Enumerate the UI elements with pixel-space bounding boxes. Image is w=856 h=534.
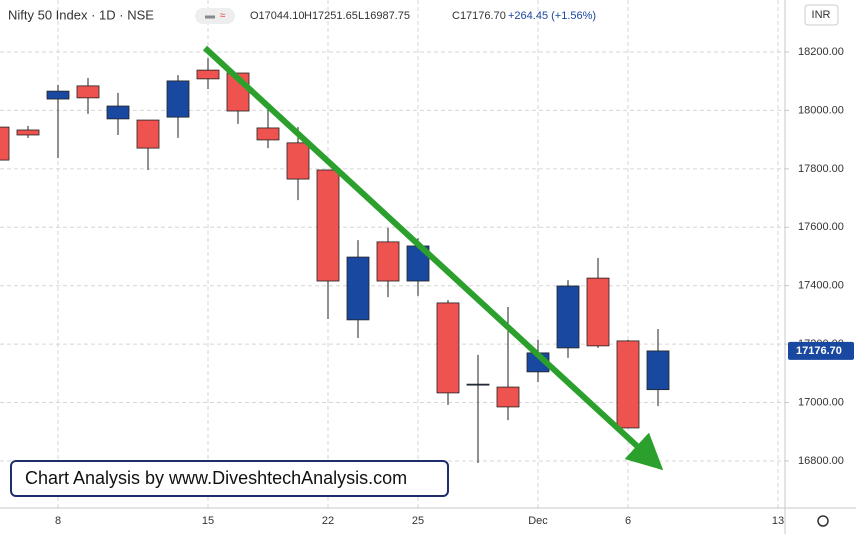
ohlc-open: O17044.10 xyxy=(250,10,304,22)
candle-body xyxy=(316,169,340,282)
ohlc-low: L16987.75 xyxy=(358,10,410,22)
candle-body xyxy=(376,241,400,282)
y-tick-label: 17000.00 xyxy=(798,396,844,408)
x-tick-label: Dec xyxy=(528,515,548,527)
y-tick-label: 16800.00 xyxy=(798,455,844,467)
x-tick-label: 22 xyxy=(322,515,334,527)
currency-button[interactable] xyxy=(804,4,839,26)
indicator-toggle[interactable] xyxy=(195,8,235,24)
x-tick-label: 15 xyxy=(202,515,214,527)
currency-label: INR xyxy=(812,9,831,21)
candle-body xyxy=(196,69,220,80)
y-tick-label: 17400.00 xyxy=(798,280,844,292)
toggle-dash: ▬ xyxy=(205,11,215,22)
ohlc-change: +264.45 (+1.56%) xyxy=(508,10,596,22)
trend-arrow xyxy=(202,45,664,471)
candle-body xyxy=(166,80,190,118)
candle-body xyxy=(586,277,610,347)
ohlc-high: H17251.65 xyxy=(304,10,358,22)
annotation-text: Chart Analysis by www.DiveshtechAnalysis… xyxy=(25,468,407,488)
y-tick-label: 17600.00 xyxy=(798,221,844,233)
x-tick-label: 6 xyxy=(625,515,631,527)
candle-body xyxy=(256,127,280,141)
candle-body xyxy=(346,256,370,321)
candle-body xyxy=(556,285,580,349)
settings-icon[interactable] xyxy=(817,515,829,527)
y-tick-label: 17800.00 xyxy=(798,163,844,175)
candle-body xyxy=(646,350,670,391)
candle-body xyxy=(436,302,460,394)
candle-body xyxy=(136,119,160,149)
chart-title: Nifty 50 Index · 1D · NSE xyxy=(8,7,154,22)
candle-body xyxy=(106,105,130,120)
candle-body xyxy=(0,126,10,161)
last-price-label: 17176.70 xyxy=(796,345,842,357)
x-tick-label: 25 xyxy=(412,515,424,527)
last-price-tag xyxy=(788,341,854,360)
candles xyxy=(0,58,670,464)
candle-body xyxy=(466,383,490,386)
x-tick-label: 13 xyxy=(772,515,784,527)
toggle-wave: ≈ xyxy=(220,11,226,22)
x-tick-label: 8 xyxy=(55,515,61,527)
y-tick-label: 18200.00 xyxy=(798,46,844,58)
candle-body xyxy=(616,340,640,429)
candle-body xyxy=(76,85,100,99)
annotation-box xyxy=(10,460,449,497)
candle-body xyxy=(46,90,70,100)
candle-body xyxy=(496,386,520,408)
ohlc-close: C17176.70 xyxy=(452,10,506,22)
candle-body xyxy=(16,129,40,136)
candle-body xyxy=(286,142,310,180)
y-tick-label: 18000.00 xyxy=(798,104,844,116)
